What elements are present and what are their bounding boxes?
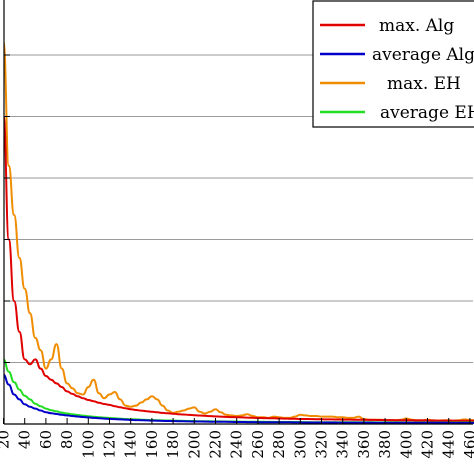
x-tick-label: 120 [101,430,119,459]
x-tick-label: 360 [355,430,373,459]
axes [3,0,473,425]
gridlines [4,54,473,363]
x-tick-label: 440 [440,430,458,459]
x-tick-label: 160 [143,430,161,459]
legend-box [312,0,474,128]
series-line-1 [3,373,474,424]
legend-label: max. EH [387,74,461,94]
legend-label: average EH [380,103,474,123]
x-tick-label: 220 [207,430,225,459]
x-tick-label: 300 [291,430,309,459]
x-tick-label: 260 [249,430,267,459]
legend-label: average Alg [372,45,474,65]
x-tick-label: 80 [58,430,76,449]
legend-label: max. Alg [379,16,454,36]
x-tick-label: 420 [419,430,437,459]
legend: max. Alg average Alg max. EH average EH [312,0,474,128]
x-tick-label: 320 [313,430,331,459]
x-tick-label: 460 [461,430,474,459]
x-tick-label: 280 [270,430,288,459]
x-tick-labels: 20 40 60 80 100 120 140 160 180 200 220 240 260 280 30… [0,430,474,459]
series-lines [2,41,474,424]
x-tick-label: 100 [79,430,97,459]
x-tick-label: 240 [228,430,246,459]
x-tick-label: 20 [0,430,13,449]
x-tick-label: 40 [16,430,34,449]
x-tick-label: 340 [334,430,352,459]
x-tick-label: 200 [185,430,203,459]
x-tick-label: 140 [122,430,140,459]
x-tick-label: 400 [397,430,415,459]
x-tick-label: 180 [164,430,182,459]
series-line-0 [2,115,474,422]
x-tick-label: 380 [376,430,394,459]
x-tick-label: 60 [37,430,55,449]
